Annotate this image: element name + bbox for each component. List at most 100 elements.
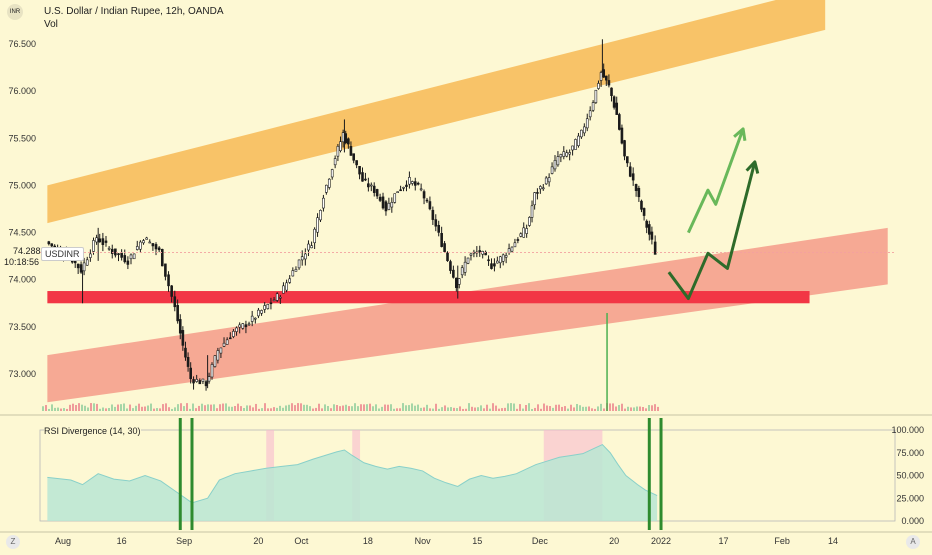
y-tick-label: 76.500 (8, 39, 36, 49)
volume-bar (129, 404, 131, 411)
candle-body (170, 285, 173, 297)
volume-bar (306, 404, 308, 411)
candle-body (76, 263, 80, 269)
candle-body (139, 241, 142, 250)
projection-arrow-light (687, 128, 745, 234)
candle-body (452, 269, 455, 278)
volume-bar (657, 406, 659, 411)
volume-bar (441, 407, 443, 411)
candle-body (272, 299, 276, 302)
volume-bar (519, 404, 521, 411)
volume-bar (342, 405, 344, 411)
volume-bar (360, 404, 362, 411)
candle-body (120, 252, 123, 258)
volume-bar (174, 407, 176, 411)
candle-body (604, 75, 608, 81)
volume-bar (195, 408, 197, 411)
rsi-y-tick-label: 25.000 (896, 493, 924, 503)
candle-body (585, 118, 589, 129)
x-tick-label: Sep (176, 536, 192, 546)
symbol-tag: USDINR (41, 247, 84, 261)
candle-body (626, 156, 629, 164)
volume-bar (543, 403, 545, 411)
candle-body (98, 238, 102, 243)
volume-bar (381, 406, 383, 411)
zoom-button[interactable]: Z (6, 535, 20, 549)
volume-bar (651, 405, 653, 411)
volume-bar (114, 406, 116, 411)
candle-body (457, 278, 461, 285)
volume-bar (408, 405, 410, 411)
candle-body (82, 262, 86, 272)
candle-body (254, 317, 257, 320)
volume-bar (231, 406, 233, 411)
candle-body (89, 253, 92, 258)
candle-body (396, 191, 399, 193)
candle-body (201, 378, 205, 382)
candle-body (504, 255, 508, 258)
candle-body (95, 237, 98, 243)
candle-body (145, 237, 148, 240)
volume-bar (423, 407, 425, 411)
candle-body (645, 220, 648, 228)
x-tick-label: Oct (294, 536, 309, 546)
candle-body (285, 282, 288, 291)
candle-body (123, 255, 127, 263)
volume-bar (90, 403, 92, 411)
candle-body (571, 145, 574, 151)
volume-bar (465, 408, 467, 411)
candle-body (167, 274, 170, 287)
candle-body (250, 315, 254, 322)
volume-bar (291, 403, 293, 411)
volume-bar (270, 408, 272, 411)
volume-bar (45, 405, 47, 411)
candle-body (408, 177, 411, 185)
candle-body (228, 337, 232, 340)
volume-bar (324, 404, 326, 411)
candle-body (562, 151, 566, 157)
volume-bar (117, 404, 119, 411)
candle-body (225, 339, 229, 345)
candle-body (349, 146, 353, 156)
upper-channel (47, 0, 826, 224)
candle-body (260, 310, 263, 314)
volume-bar (591, 408, 593, 411)
projection-arrow-light-head (733, 127, 747, 141)
auto-scale-button[interactable]: A (906, 535, 920, 549)
candle-body (361, 172, 364, 182)
volume-bar (501, 408, 503, 411)
candle-body (425, 199, 429, 202)
volume-bar (531, 408, 533, 411)
candle-body (135, 246, 139, 250)
volume-bar (507, 403, 509, 411)
volume-bar (447, 407, 449, 411)
volume-bar (471, 406, 473, 411)
rsi-area (47, 444, 658, 521)
candle-body (416, 182, 420, 185)
candle-body (594, 89, 598, 103)
volume-bar (246, 405, 248, 411)
projection-arrow-dark (667, 161, 757, 301)
volume-bar (42, 406, 44, 411)
candle-body (463, 261, 467, 273)
candle-body (428, 201, 432, 210)
x-tick-label: 14 (828, 536, 838, 546)
candle-body (347, 138, 350, 145)
volume-bar (429, 408, 431, 411)
volume-bar (573, 407, 575, 411)
volume-bar (57, 407, 59, 411)
volume-bar (648, 405, 650, 411)
candle-body (607, 80, 611, 86)
rsi-y-tick-label: 0.000 (901, 516, 924, 526)
volume-bar (510, 403, 512, 411)
candle-body (612, 96, 616, 108)
volume-bar (618, 405, 620, 411)
volume-bar (120, 404, 122, 411)
y-tick-label: 74.500 (8, 228, 36, 238)
candle-body (422, 191, 426, 199)
candle-body (640, 200, 643, 210)
volume-bar (72, 403, 74, 411)
volume-bar (453, 407, 455, 411)
volume-bar (162, 404, 164, 411)
